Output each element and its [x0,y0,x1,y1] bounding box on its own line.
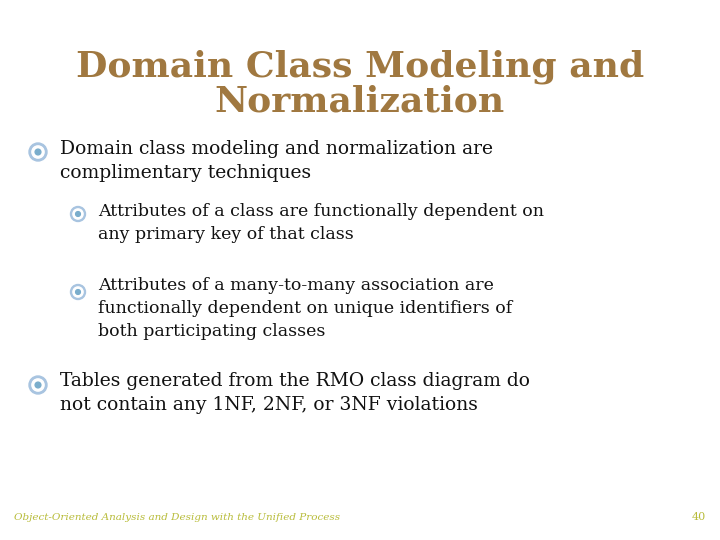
Text: Attributes of a class are functionally dependent on
any primary key of that clas: Attributes of a class are functionally d… [98,203,544,243]
Circle shape [29,376,47,394]
Text: Tables generated from the RMO class diagram do
not contain any 1NF, 2NF, or 3NF : Tables generated from the RMO class diag… [60,372,530,414]
Circle shape [71,206,86,221]
Circle shape [73,287,83,297]
Circle shape [76,212,81,217]
Circle shape [71,285,86,300]
Circle shape [32,379,44,391]
Circle shape [32,146,44,158]
Circle shape [73,209,83,219]
Text: 40: 40 [692,512,706,522]
Text: Domain class modeling and normalization are
complimentary techniques: Domain class modeling and normalization … [60,140,493,183]
Text: Domain Class Modeling and: Domain Class Modeling and [76,50,644,84]
Circle shape [35,149,41,155]
Circle shape [29,143,47,161]
Circle shape [76,289,81,294]
Text: Attributes of a many-to-many association are
functionally dependent on unique id: Attributes of a many-to-many association… [98,277,512,340]
Circle shape [35,382,41,388]
Text: Normalization: Normalization [215,85,505,119]
Text: Object-Oriented Analysis and Design with the Unified Process: Object-Oriented Analysis and Design with… [14,513,340,522]
